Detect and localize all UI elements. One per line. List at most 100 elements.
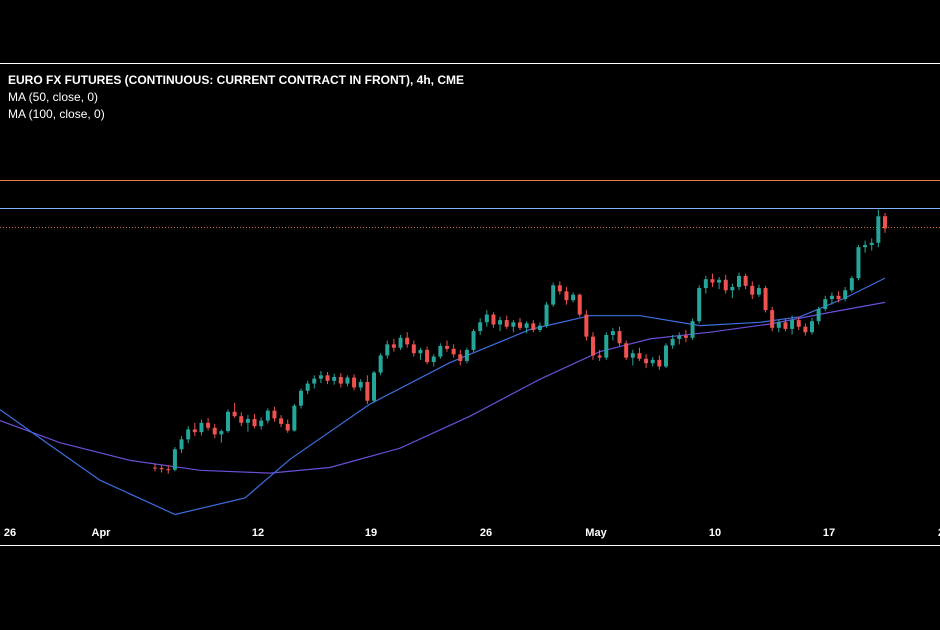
candle [352,374,357,391]
candle-body [226,411,230,432]
candle-body [352,377,357,388]
candle-body [544,304,549,326]
candle [617,326,622,347]
candle [252,413,257,429]
candle-body [849,278,854,291]
candle-body [199,422,204,433]
candle-body [299,390,303,406]
candle [478,318,483,335]
candle [312,375,317,389]
candle-body [717,279,722,283]
candle [378,353,383,376]
candle-body [737,275,741,287]
candle-body [869,242,874,245]
candle [226,409,230,433]
candle [365,375,370,405]
candle [212,423,217,439]
candle-body [484,314,489,323]
candle [610,327,615,341]
candle-body [265,410,270,421]
candle-body [876,216,881,243]
candle [504,315,509,329]
candle-body [723,279,728,291]
candle-body [624,343,629,358]
candle-body [637,353,642,359]
candle-body [683,335,688,338]
candle-body [252,418,257,427]
candle [564,286,569,305]
candle-body [425,349,430,363]
candle [644,354,649,369]
x-tick-label: May [585,527,607,539]
candle [332,373,337,385]
candle [153,463,157,472]
candle-body [245,418,250,423]
candle-body [232,411,237,417]
candle-body [604,335,609,358]
candle [491,312,496,328]
candle [829,292,834,305]
candle-body [690,321,695,338]
candle-body [478,322,483,332]
candle [318,370,323,384]
candle-body [305,383,310,391]
candle [464,347,469,364]
candle-body [776,322,781,328]
candle [292,404,297,432]
x-tick-label: 26 [480,527,492,539]
candle-body [803,326,808,333]
ma100-line [0,301,886,474]
candle-body [756,288,761,295]
candle-body [464,349,469,361]
candle [604,332,609,360]
candle [192,422,197,437]
candle [723,274,728,294]
candle-body [883,216,887,229]
candle [524,321,529,334]
candle-body [471,331,476,350]
candle-body [272,410,277,419]
candle-body [518,322,522,328]
candle [245,415,250,432]
candle [790,315,795,335]
candle-body [863,244,868,248]
candle-body [411,344,416,354]
candle-body [498,320,503,325]
candle [683,330,688,343]
candle [206,417,211,431]
candle-body [318,375,323,379]
candle-body [697,288,702,322]
candle [650,357,655,367]
candle [232,402,237,418]
candle-body [239,416,244,423]
candle [863,240,868,253]
candle-body [856,247,861,279]
candle-body [312,378,317,384]
horizontal-levels [0,180,940,228]
candle [670,335,675,349]
x-tick-label: 17 [823,527,835,539]
candle-body [743,275,748,286]
candle-body [458,354,463,361]
candle-body [445,346,449,349]
candle [172,447,177,472]
candle [537,322,542,333]
candle-body [212,427,217,435]
candle [703,275,708,294]
candle-body [796,320,801,327]
candle-body [664,345,668,367]
candle-body [325,375,330,381]
candle [630,349,635,366]
candle-body [829,295,834,300]
candle [405,332,410,348]
x-tick-label: 2 [938,527,940,539]
candle [385,340,390,359]
candle-body [418,349,423,354]
x-tick-label: Apr [92,527,112,539]
candle [551,282,556,307]
candle [756,284,761,297]
candle [265,408,270,424]
candle-body [584,314,589,337]
